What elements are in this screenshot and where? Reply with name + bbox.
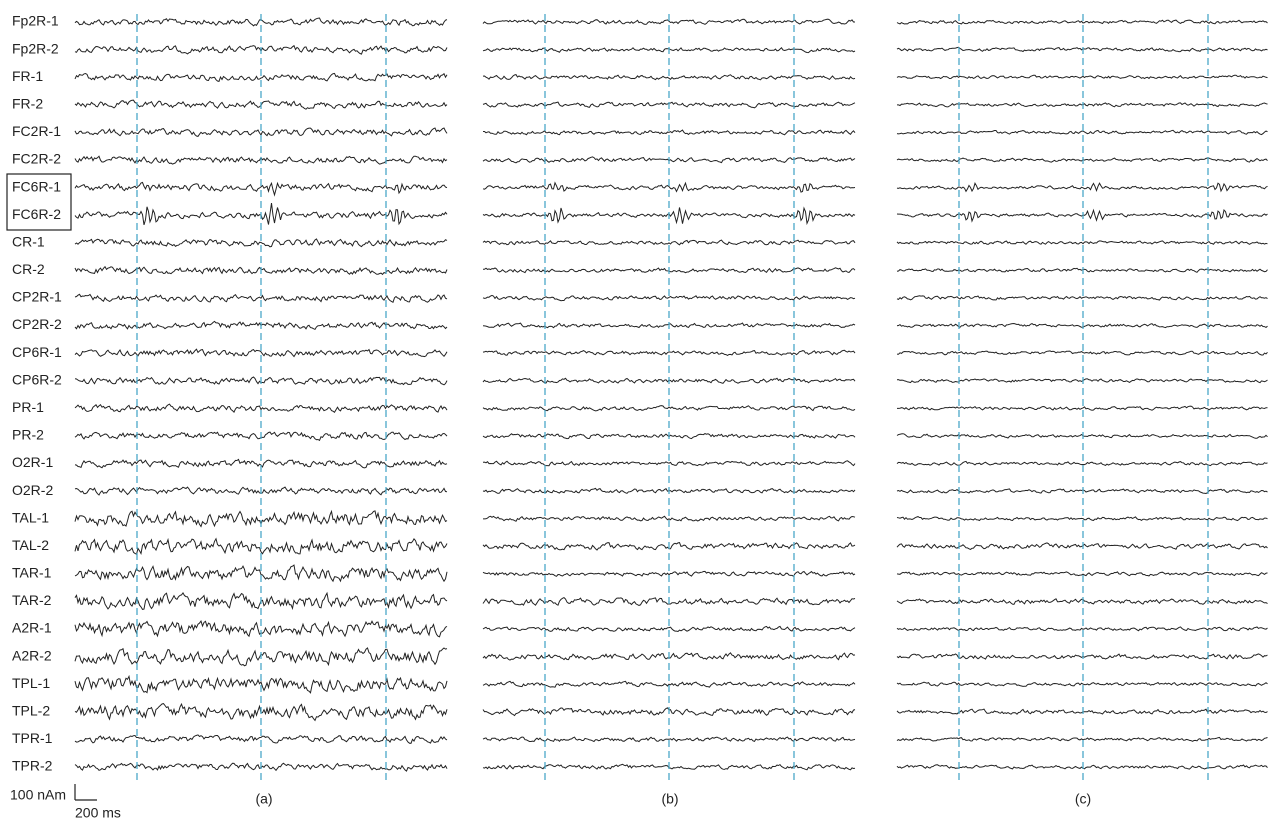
trace (896, 598, 1268, 605)
trace (483, 515, 856, 522)
trace (482, 460, 856, 467)
channel-label: FR-1 (12, 68, 43, 84)
trace (482, 239, 856, 246)
channel-label: FC6R-1 (12, 178, 61, 194)
trace (896, 460, 1268, 467)
channel-label: PR-2 (12, 427, 44, 443)
channel-label: PR-1 (12, 399, 44, 415)
channel-label: CR-2 (12, 261, 45, 277)
trace (482, 74, 856, 81)
trace (896, 157, 1268, 163)
trace (896, 129, 1268, 136)
channel-label: CP2R-1 (12, 289, 62, 305)
channel-label: CP6R-2 (12, 371, 62, 387)
panel-label: (b) (661, 791, 678, 807)
trace (896, 295, 1268, 301)
trace (897, 102, 1268, 108)
trace (74, 348, 448, 358)
channel-label: CR-1 (12, 233, 45, 249)
channel-label: O2R-1 (12, 454, 53, 470)
trace (896, 433, 1268, 439)
trace (482, 625, 856, 633)
channel-label: FC2R-1 (12, 123, 61, 139)
channel-label: CP2R-2 (12, 316, 62, 332)
trace (896, 350, 1268, 356)
channel-label: Fp2R-2 (12, 40, 59, 56)
channel-label: A2R-2 (12, 647, 52, 663)
trace (896, 681, 1268, 687)
trace (74, 403, 448, 414)
channel-label: TPR-2 (12, 758, 53, 774)
trace (896, 46, 1268, 53)
trace (896, 267, 1268, 273)
channel-label: CP6R-1 (12, 344, 62, 360)
trace (74, 734, 448, 744)
trace (482, 181, 856, 193)
trace (74, 127, 448, 137)
trace (896, 542, 1268, 550)
channel-label: FR-2 (12, 95, 43, 111)
panel-label: (a) (255, 791, 272, 807)
trace (482, 294, 856, 302)
trace (74, 238, 448, 248)
channel-label: FC6R-2 (12, 206, 61, 222)
trace (896, 208, 1268, 223)
trace (482, 570, 856, 577)
highlight-box (6, 173, 72, 231)
trace (896, 764, 1268, 770)
trace (74, 293, 448, 304)
trace (896, 736, 1268, 742)
trace (74, 72, 448, 83)
trace (896, 182, 1268, 193)
scale-time-label: 200 ms (75, 805, 121, 821)
trace (896, 322, 1268, 329)
trace (74, 181, 448, 197)
trace (896, 378, 1268, 384)
trace (896, 571, 1268, 577)
trace (896, 626, 1268, 632)
trace (482, 18, 855, 25)
channel-label: TAR-1 (12, 565, 52, 581)
channel-label: TPL-2 (12, 703, 50, 719)
panel-label: (c) (1075, 791, 1091, 807)
trace (897, 405, 1268, 411)
trace (896, 708, 1268, 715)
scale-amplitude-label: 100 nAm (10, 787, 66, 803)
channel-label: TAL-2 (12, 537, 49, 553)
channel-label: TPL-1 (12, 675, 50, 691)
trace (896, 516, 1268, 522)
trace (74, 537, 448, 555)
trace (482, 349, 856, 356)
trace (482, 680, 856, 688)
channel-label: TAL-1 (12, 509, 49, 525)
trace (896, 653, 1268, 660)
channel-label: O2R-2 (12, 482, 53, 498)
channel-label: Fp2R-1 (12, 13, 59, 29)
channel-label: FC2R-2 (12, 151, 61, 167)
trace (896, 19, 1268, 25)
channel-label: TPR-1 (12, 730, 53, 746)
channel-label: A2R-1 (12, 620, 52, 636)
trace (896, 240, 1268, 245)
trace (483, 129, 856, 136)
trace (896, 488, 1268, 495)
channel-label: TAR-2 (12, 592, 52, 608)
trace (896, 74, 1268, 80)
